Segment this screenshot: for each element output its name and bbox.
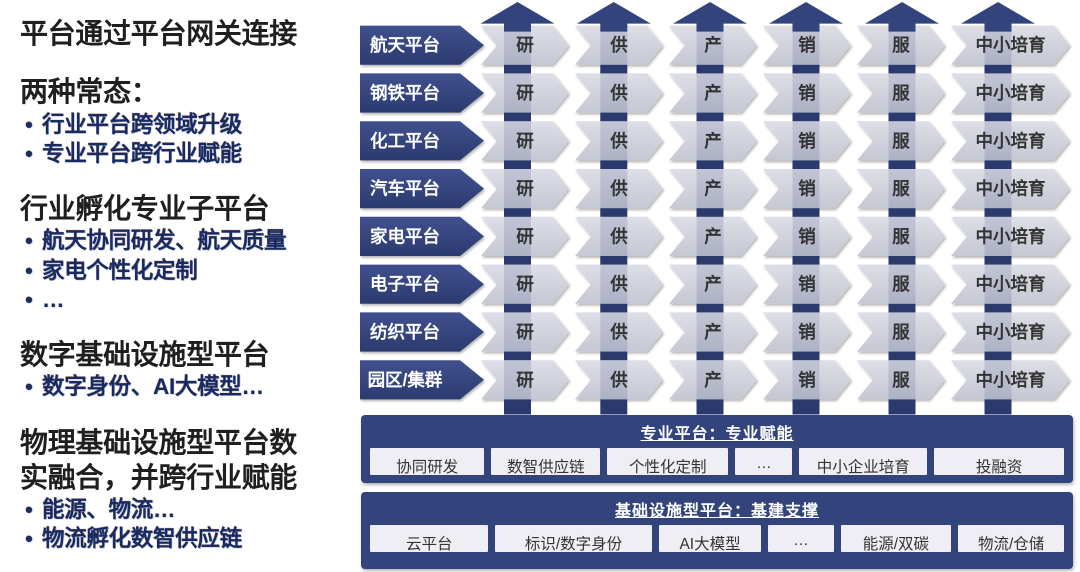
- svg-text:产: 产: [704, 131, 722, 151]
- svg-text:产: 产: [704, 322, 722, 342]
- svg-text:供: 供: [609, 322, 628, 342]
- svg-text:服: 服: [892, 370, 910, 390]
- svg-text:研: 研: [516, 226, 534, 246]
- svg-text:销: 销: [798, 370, 816, 390]
- svg-text:产: 产: [704, 226, 722, 246]
- svg-text:研: 研: [516, 370, 534, 390]
- svg-text:销: 销: [798, 322, 816, 342]
- svg-text:服: 服: [892, 274, 910, 294]
- svg-text:园区/集群: 园区/集群: [368, 370, 443, 390]
- svg-text:产: 产: [704, 274, 722, 294]
- svg-text:服: 服: [892, 226, 910, 246]
- svg-text:销: 销: [798, 131, 816, 151]
- svg-text:销: 销: [798, 226, 816, 246]
- svg-text:服: 服: [892, 131, 910, 151]
- svg-text:销: 销: [798, 274, 816, 294]
- svg-text:供: 供: [609, 83, 628, 103]
- svg-text:服: 服: [892, 83, 910, 103]
- svg-text:中小培育: 中小培育: [976, 35, 1046, 55]
- svg-text:销: 销: [798, 179, 816, 199]
- svg-text:中小培育: 中小培育: [976, 274, 1046, 294]
- svg-text:供: 供: [609, 179, 628, 199]
- svg-text:产: 产: [704, 35, 722, 55]
- svg-text:研: 研: [516, 179, 534, 199]
- svg-text:供: 供: [609, 131, 628, 151]
- svg-text:服: 服: [892, 179, 910, 199]
- svg-text:产: 产: [704, 179, 722, 199]
- svg-text:航天平台: 航天平台: [370, 35, 440, 55]
- svg-text:纺织平台: 纺织平台: [370, 322, 440, 342]
- svg-text:服: 服: [892, 322, 910, 342]
- svg-text:销: 销: [798, 35, 816, 55]
- svg-text:供: 供: [609, 274, 628, 294]
- svg-text:研: 研: [516, 322, 534, 342]
- svg-text:研: 研: [516, 131, 534, 151]
- svg-text:钢铁平台: 钢铁平台: [370, 83, 440, 103]
- svg-text:销: 销: [798, 83, 816, 103]
- svg-text:供: 供: [609, 35, 628, 55]
- svg-text:供: 供: [609, 370, 628, 390]
- svg-text:中小培育: 中小培育: [976, 322, 1046, 342]
- svg-text:供: 供: [609, 226, 628, 246]
- svg-text:研: 研: [516, 35, 534, 55]
- svg-text:产: 产: [704, 370, 722, 390]
- svg-text:研: 研: [516, 83, 534, 103]
- svg-text:家电平台: 家电平台: [370, 226, 440, 246]
- svg-text:中小培育: 中小培育: [976, 83, 1046, 103]
- svg-text:产: 产: [704, 83, 722, 103]
- svg-text:中小培育: 中小培育: [976, 370, 1046, 390]
- svg-text:中小培育: 中小培育: [976, 131, 1046, 151]
- svg-text:服: 服: [892, 35, 910, 55]
- svg-text:中小培育: 中小培育: [976, 179, 1046, 199]
- svg-text:中小培育: 中小培育: [976, 226, 1046, 246]
- svg-text:研: 研: [516, 274, 534, 294]
- svg-text:汽车平台: 汽车平台: [370, 179, 440, 199]
- svg-text:化工平台: 化工平台: [370, 131, 440, 151]
- svg-text:电子平台: 电子平台: [370, 274, 440, 294]
